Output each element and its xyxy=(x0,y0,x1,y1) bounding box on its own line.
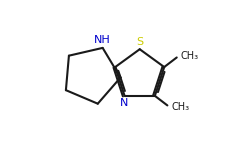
Text: CH₃: CH₃ xyxy=(180,51,198,61)
Text: CH₃: CH₃ xyxy=(171,102,189,112)
Text: NH: NH xyxy=(94,35,110,45)
Text: S: S xyxy=(136,37,143,47)
Text: N: N xyxy=(120,98,128,108)
